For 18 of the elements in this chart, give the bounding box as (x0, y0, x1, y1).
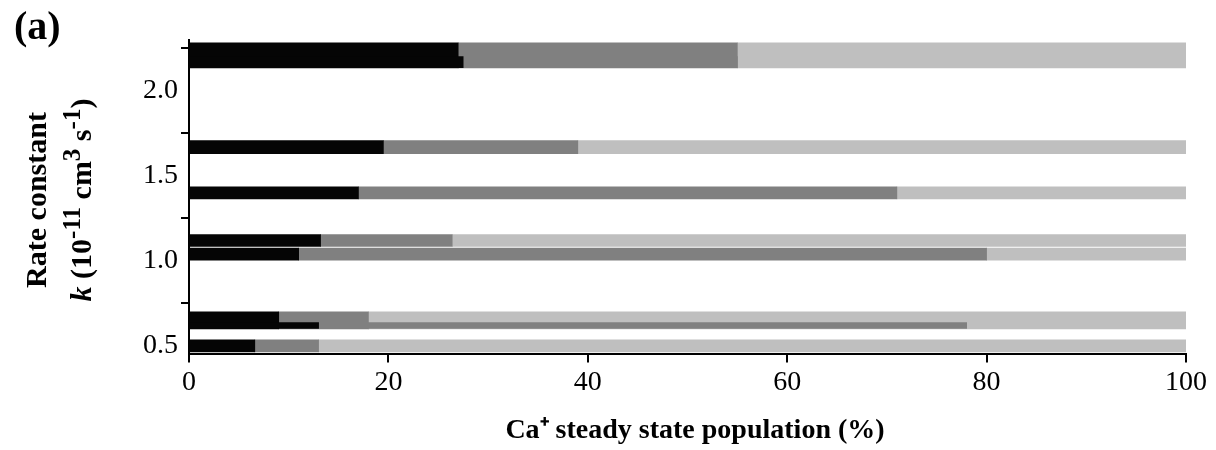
x-tick-label: 20 (374, 364, 403, 396)
text: (a) (14, 2, 61, 49)
x-axis-title: Ca⁺ steady state population (%) (505, 412, 885, 446)
bar (254, 339, 319, 353)
x-tick-label: 80 (972, 364, 1001, 396)
x-tick-label: 0 (182, 364, 196, 396)
y-tick-label: 0.5 (143, 328, 178, 360)
y-tick-label: 2.0 (143, 73, 178, 105)
bar (577, 140, 1186, 154)
bar (896, 186, 1186, 200)
bar (318, 339, 1186, 353)
x-tick-label: 100 (1165, 364, 1207, 396)
x-tick-label: 60 (773, 364, 802, 396)
bar (358, 186, 898, 200)
x-tick-label: 40 (573, 364, 602, 396)
y-tick-label: 1.0 (143, 243, 178, 275)
y-tick-label: 1.5 (143, 158, 178, 190)
bar (383, 140, 579, 154)
